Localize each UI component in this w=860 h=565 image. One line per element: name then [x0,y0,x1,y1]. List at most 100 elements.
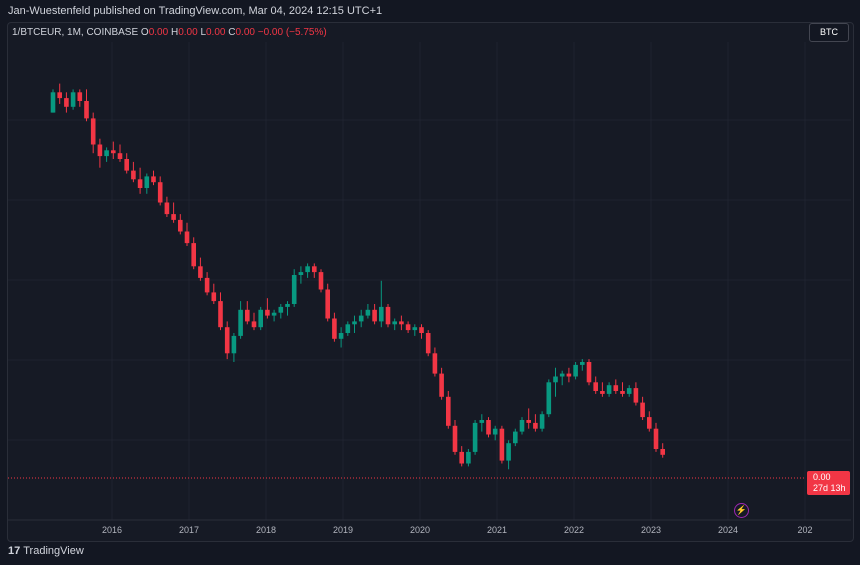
x-tick-label: 2022 [564,525,584,535]
candle-body [251,321,257,328]
candle-body [305,266,310,273]
candle-body [151,176,156,183]
top-bar: Jan-Wuestenfeld published on TradingView… [0,0,860,22]
candle-body [553,376,558,383]
candle-body [660,449,665,455]
candle-body [559,373,565,377]
candle-body [271,312,277,316]
candle-body [626,388,632,394]
candle-body [258,309,263,328]
chart-frame[interactable] [7,22,854,542]
candle-body [178,219,183,232]
candle-body [184,231,190,244]
candle-body [198,266,203,278]
candle-body [620,391,625,394]
candle-body [111,150,116,154]
candle-body [573,364,578,377]
lightning-icon[interactable]: ⚡ [734,503,749,518]
x-tick-label: 2020 [410,525,430,535]
candle-body [291,275,297,304]
candle-body [479,420,485,423]
candle-body [506,443,511,461]
last-price-tag: 0.00 27d 13h [807,471,850,495]
tradingview-logo-icon: 17 [8,545,21,557]
x-tick-label: 2019 [333,525,353,535]
candle-body [278,306,284,313]
currency-badge[interactable]: BTC [809,23,849,42]
candle-body [211,292,217,302]
candle-body [84,101,89,119]
close-value: 0.00 [235,27,255,38]
candle-body [265,309,270,316]
candle-body [633,388,639,403]
candle-body [312,266,317,273]
low-label: L [200,27,206,38]
symbol-label: 1/BTCEUR, 1M, COINBASE [12,27,139,38]
candle-body [586,362,592,383]
candle-body [90,118,96,145]
candle-body [392,321,397,325]
x-tick-label: 2023 [641,525,661,535]
candle-body [613,385,619,391]
candle-body [137,179,143,188]
candle-body [513,431,518,444]
open-label: O [140,27,149,38]
candle-body [224,327,230,354]
candle-body [459,451,464,464]
candle-body [298,272,304,275]
candle-body [332,318,337,339]
candle-body [566,373,572,377]
candle-body [640,402,645,418]
candle-body [157,182,163,203]
x-tick-label: 2017 [179,525,199,535]
x-tick-label: 2024 [718,525,738,535]
candle-body [358,315,364,322]
low-value: 0.00 [206,27,226,38]
candle-body [50,92,56,113]
candle-body [238,309,243,336]
candle-body [124,159,129,171]
candle-body [285,304,290,307]
candle-body [472,422,478,452]
candle-body [365,309,371,316]
candle-body [379,306,384,322]
candle-body [647,417,652,429]
high-value: 0.00 [178,27,198,38]
candle-body [519,420,525,432]
candle-body [245,309,250,322]
candle-body [439,373,444,397]
candle-body [131,170,136,180]
candle-body [399,321,404,325]
footer-brand: 17 TradingView [8,545,84,557]
candle-body [97,144,103,157]
candle-body [539,414,545,429]
candle-body [452,425,458,452]
x-tick-label: 202 [797,525,812,535]
candle-body [64,98,69,107]
candle-body [580,362,585,365]
candle-body [466,451,471,464]
candle-body [57,92,62,99]
candle-body [533,422,538,429]
candle-body [486,420,491,435]
candle-body [372,309,377,322]
candle-body [77,92,83,101]
candle-body [526,420,531,423]
footer-logo-text: TradingView [23,545,84,557]
x-tick-label: 2018 [256,525,276,535]
candle-body [318,272,324,290]
candle-body [412,327,418,331]
x-tick-label: 2021 [487,525,507,535]
bar-countdown: 27d 13h [813,483,846,493]
last-price-value: 0.00 [813,472,831,482]
candle-body [446,396,451,426]
candle-body [345,324,351,333]
candle-body [164,202,170,215]
candle-body [191,243,196,267]
candle-body [70,92,76,107]
candle-body [117,153,123,159]
candle-body [231,335,237,354]
candle-body [499,428,505,461]
published-info: Jan-Wuestenfeld published on TradingView… [8,5,383,17]
